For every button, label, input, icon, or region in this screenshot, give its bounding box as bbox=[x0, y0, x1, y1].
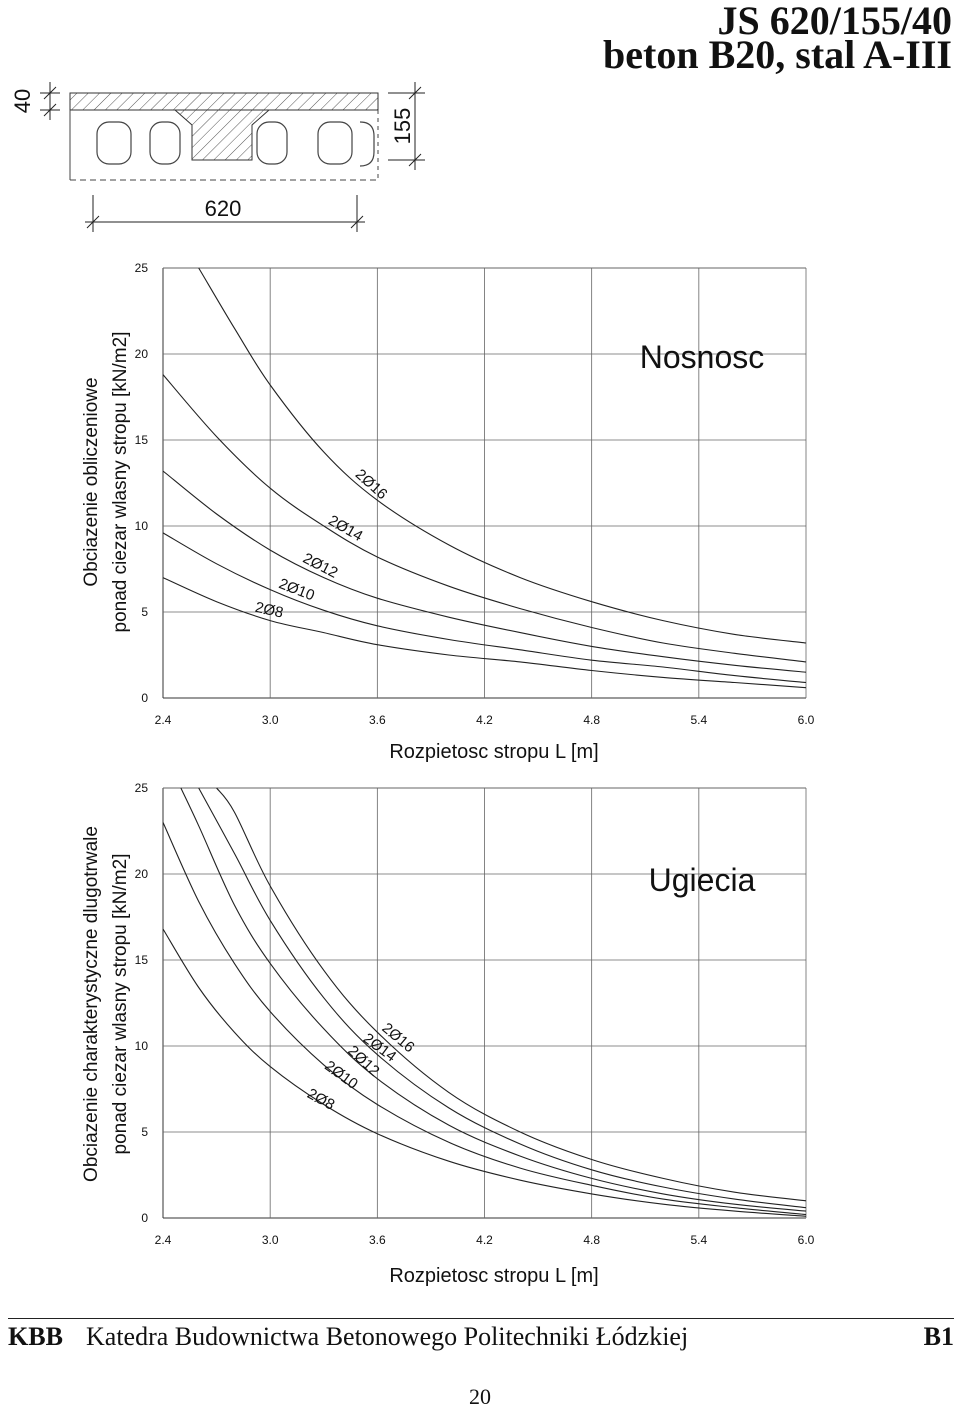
footer-org: KBB bbox=[8, 1322, 63, 1351]
chart-nosnosc-ylabel-1: Obciazenie obliczeniowe bbox=[81, 377, 102, 586]
hollow-cores bbox=[96, 121, 375, 167]
slab-rib bbox=[173, 109, 271, 161]
y-tick-label: 0 bbox=[141, 1211, 148, 1225]
x-tick-label: 4.2 bbox=[476, 1233, 493, 1247]
chart-nosnosc-title: Nosnosc bbox=[640, 339, 765, 375]
chart-ugiecia-ylabel-2: ponad ciezar wlasny stropu [kN/m2] bbox=[110, 854, 131, 1155]
footer-code: B1 bbox=[923, 1322, 954, 1351]
chart-nosnosc-xlabel: Rozpietosc stropu L [m] bbox=[389, 741, 598, 763]
chart-ugiecia-grid bbox=[162, 787, 807, 1219]
y-tick-label: 20 bbox=[135, 867, 149, 881]
chart-ugiecia-xlabel: Rozpietosc stropu L [m] bbox=[389, 1265, 598, 1287]
chart-nosnosc-grid bbox=[162, 267, 807, 699]
slab-outline bbox=[69, 110, 379, 181]
chart-nosnosc-ticks: 2.4 3.0 3.6 4.2 4.8 5.4 6.0 0 5 10 15 20 25 bbox=[135, 261, 815, 727]
y-tick-label: 20 bbox=[135, 347, 149, 361]
x-tick-label: 6.0 bbox=[798, 1233, 815, 1247]
footer-department: Katedra Budownictwa Betonowego Politechn… bbox=[86, 1322, 689, 1351]
series-curve-5 bbox=[198, 267, 807, 644]
x-tick-label: 2.4 bbox=[155, 1233, 172, 1247]
series-curve-1 bbox=[162, 577, 807, 689]
y-tick-label: 15 bbox=[135, 433, 149, 447]
chart-nosnosc-curves bbox=[162, 267, 807, 689]
x-tick-label: 5.4 bbox=[690, 1233, 707, 1247]
series-curve-3 bbox=[180, 787, 807, 1212]
x-tick-label: 3.6 bbox=[369, 1233, 386, 1247]
series-curve-1 bbox=[162, 928, 807, 1217]
dimension-lines bbox=[40, 82, 425, 232]
y-tick-label: 10 bbox=[135, 1039, 149, 1053]
y-tick-label: 0 bbox=[141, 691, 148, 705]
slab-topping bbox=[69, 92, 379, 111]
chart-ugiecia-curves bbox=[162, 787, 807, 1217]
series-curve-2 bbox=[162, 532, 807, 684]
chart-nosnosc: 2.4 3.0 3.6 4.2 4.8 5.4 6.0 0 5 10 15 20 25 2Ø82Ø102… bbox=[81, 261, 815, 763]
chart-ugiecia-ticks: 2.4 3.0 3.6 4.2 4.8 5.4 6.0 0 5 10 15 20 25 bbox=[135, 781, 815, 1247]
x-tick-label: 4.8 bbox=[583, 1233, 600, 1247]
y-tick-label: 15 bbox=[135, 953, 149, 967]
series-label-1: 2Ø8 bbox=[253, 599, 284, 622]
x-tick-label: 3.0 bbox=[262, 713, 279, 727]
footer-rule bbox=[8, 1318, 954, 1319]
y-tick-label: 10 bbox=[135, 519, 149, 533]
x-tick-label: 4.2 bbox=[476, 713, 493, 727]
chart-nosnosc-ylabel-2: ponad ciezar wlasny stropu [kN/m2] bbox=[110, 332, 131, 633]
series-curve-5 bbox=[216, 787, 807, 1202]
dim-thickness-label: 40 bbox=[10, 89, 35, 113]
chart-ugiecia-ylabel-1: Obciazenie charakterystyczne dlugotrwale bbox=[81, 826, 102, 1182]
y-tick-label: 5 bbox=[141, 605, 148, 619]
y-tick-label: 25 bbox=[135, 261, 149, 275]
x-tick-label: 3.0 bbox=[262, 1233, 279, 1247]
chart-ugiecia: 2.4 3.0 3.6 4.2 4.8 5.4 6.0 0 5 10 15 20 25 2Ø82Ø102… bbox=[81, 781, 815, 1287]
page-number: 20 bbox=[469, 1384, 491, 1408]
dim-height-label: 155 bbox=[390, 108, 415, 145]
x-tick-label: 6.0 bbox=[798, 713, 815, 727]
series-label-3: 2Ø12 bbox=[300, 550, 340, 582]
series-curve-4 bbox=[198, 787, 807, 1209]
series-curve-4 bbox=[162, 374, 807, 663]
slab-cross-section: 40 155 620 bbox=[10, 82, 425, 232]
x-tick-label: 3.6 bbox=[369, 713, 386, 727]
series-curve-3 bbox=[162, 470, 807, 673]
y-tick-label: 5 bbox=[141, 1125, 148, 1139]
dim-width-label: 620 bbox=[205, 196, 242, 221]
title-line-2: beton B20, stal A-III bbox=[603, 32, 952, 77]
chart-ugiecia-title: Ugiecia bbox=[649, 862, 756, 898]
y-tick-label: 25 bbox=[135, 781, 149, 795]
title-line-1: JS 620/155/40 bbox=[717, 0, 952, 43]
x-tick-label: 2.4 bbox=[155, 713, 172, 727]
x-tick-label: 5.4 bbox=[690, 713, 707, 727]
footer: KBB Katedra Budownictwa Betonowego Polit… bbox=[8, 1322, 954, 1356]
x-tick-label: 4.8 bbox=[583, 713, 600, 727]
series-curve-2 bbox=[162, 822, 807, 1216]
